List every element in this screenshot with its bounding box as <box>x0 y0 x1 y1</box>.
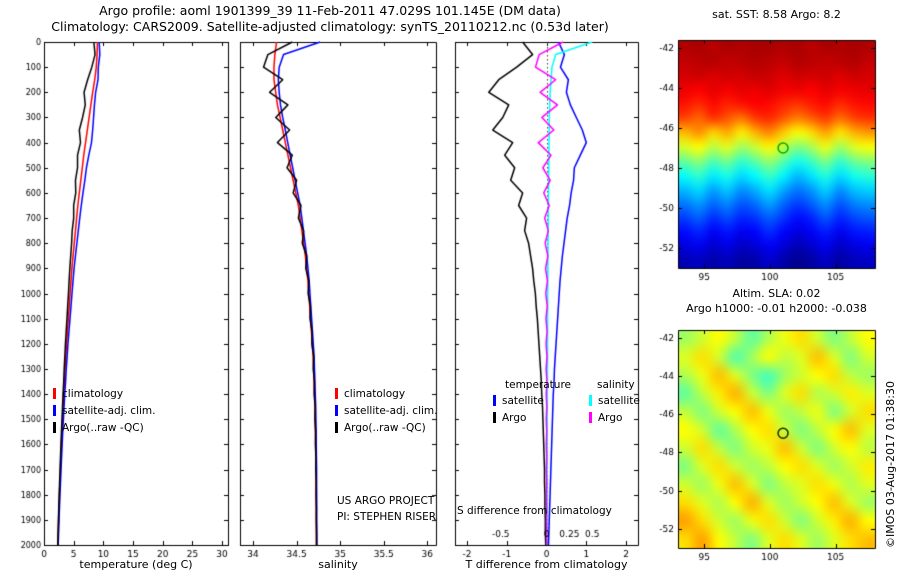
legend-item-s-satellite: satellite <box>589 395 640 412</box>
project-note: US ARGO PROJECT <box>337 495 435 507</box>
climatology-line-swatch <box>335 388 338 399</box>
legend-label-s-argo: Argo <box>598 412 623 424</box>
sla-map-title: Altim. SLA: 0.02 <box>732 287 821 300</box>
legend-label-t-satellite: satellite <box>502 395 544 407</box>
temperature-column-header: temperature <box>505 379 571 391</box>
legend-label-argo: Argo(..raw -QC) <box>62 422 144 434</box>
satellite-adj-line-swatch <box>53 405 56 416</box>
legend-label-satellite-adj: satellite-adj. clim. <box>344 405 438 417</box>
climatology-line-swatch <box>53 388 56 399</box>
s-argo-line-swatch <box>589 412 592 423</box>
legend-label-t-argo: Argo <box>502 412 527 424</box>
argo-line-swatch <box>335 422 338 433</box>
difference-legend-temperature-column: temperature satellite Argo <box>493 379 571 429</box>
legend-item-satellite-adj-clim: satellite-adj. clim. <box>53 405 155 422</box>
legend-label-s-satellite: satellite <box>598 395 640 407</box>
sdiff-inner-axis-label: S difference from climatology <box>457 505 612 517</box>
legend-item-climatology: climatology <box>53 388 155 405</box>
legend-item-s-argo: Argo <box>589 412 640 429</box>
legend-label-climatology: climatology <box>344 388 406 400</box>
legend-label-climatology: climatology <box>62 388 124 400</box>
difference-legend: temperature satellite Argo salinity sate… <box>493 379 663 435</box>
legend-item-climatology: climatology <box>335 388 437 405</box>
sla-map-subtitle: Argo h1000: -0.01 h2000: -0.038 <box>686 302 867 315</box>
temperature-legend: climatology satellite-adj. clim. Argo(..… <box>53 388 155 439</box>
figure-title-line1: Argo profile: aoml 1901399_39 11-Feb-201… <box>99 3 561 18</box>
tdiff-axis-label: T difference from climatology <box>465 558 628 571</box>
legend-label-satellite-adj: satellite-adj. clim. <box>62 405 156 417</box>
legend-item-satellite-adj-clim: satellite-adj. clim. <box>335 405 437 422</box>
legend-item-argo: Argo(..raw -QC) <box>335 422 437 439</box>
legend-item-t-argo: Argo <box>493 412 571 429</box>
sst-map-title: sat. SST: 8.58 Argo: 8.2 <box>712 8 841 21</box>
s-satellite-line-swatch <box>589 395 592 406</box>
legend-item-t-satellite: satellite <box>493 395 571 412</box>
salinity-column-header: salinity <box>597 379 635 391</box>
figure-title-line2: Climatology: CARS2009. Satellite-adjuste… <box>51 19 609 34</box>
difference-legend-salinity-column: salinity satellite Argo <box>589 379 640 429</box>
satellite-adj-line-swatch <box>335 405 338 416</box>
legend-label-argo: Argo(..raw -QC) <box>344 422 426 434</box>
t-argo-line-swatch <box>493 412 496 423</box>
salinity-axis-label: salinity <box>318 558 358 571</box>
imos-watermark: ©IMOS 03-Aug-2017 01:38:30 <box>884 381 897 548</box>
pi-note: PI: STEPHEN RISER <box>337 511 437 523</box>
legend-item-argo: Argo(..raw -QC) <box>53 422 155 439</box>
t-satellite-line-swatch <box>493 395 496 406</box>
argo-line-swatch <box>53 422 56 433</box>
temperature-axis-label: temperature (deg C) <box>79 558 193 571</box>
salinity-legend: climatology satellite-adj. clim. Argo(..… <box>335 388 437 439</box>
